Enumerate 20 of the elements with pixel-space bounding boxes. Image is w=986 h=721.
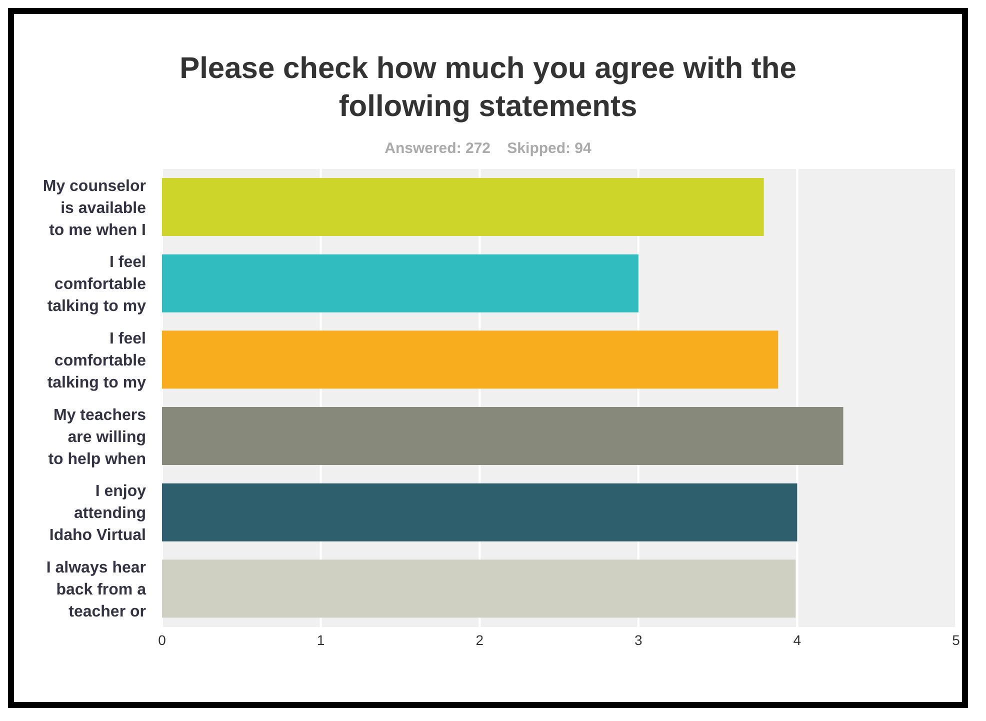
x-tick-label: 0 [158, 632, 166, 648]
bar [162, 178, 764, 236]
y-tick-label: I feel comfortable talking to my [47, 254, 146, 316]
bar [162, 254, 638, 312]
y-tick-label: My counselor is available to me when I [42, 178, 146, 239]
x-tick-label: 3 [634, 632, 642, 648]
x-tick-label: 2 [476, 632, 484, 648]
chart-subtitle: Answered: 272 Skipped: 94 [384, 140, 592, 157]
bar [162, 560, 796, 618]
y-tick-label: I always hear back from a teacher or [46, 559, 146, 620]
y-tick-label: My teachers are willing to help when [48, 406, 146, 468]
y-tick-label: I feel comfortable talking to my [47, 330, 146, 392]
bar [162, 330, 778, 389]
x-tick-label: 4 [793, 632, 802, 648]
y-tick-label: I enjoy attending Idaho Virtual [49, 483, 146, 544]
bar [162, 407, 844, 465]
x-tick-label: 1 [316, 632, 325, 648]
bar [162, 483, 798, 542]
chart-title: Please check how much you agree with the following statements [178, 51, 798, 125]
x-tick-label: 5 [952, 632, 960, 648]
